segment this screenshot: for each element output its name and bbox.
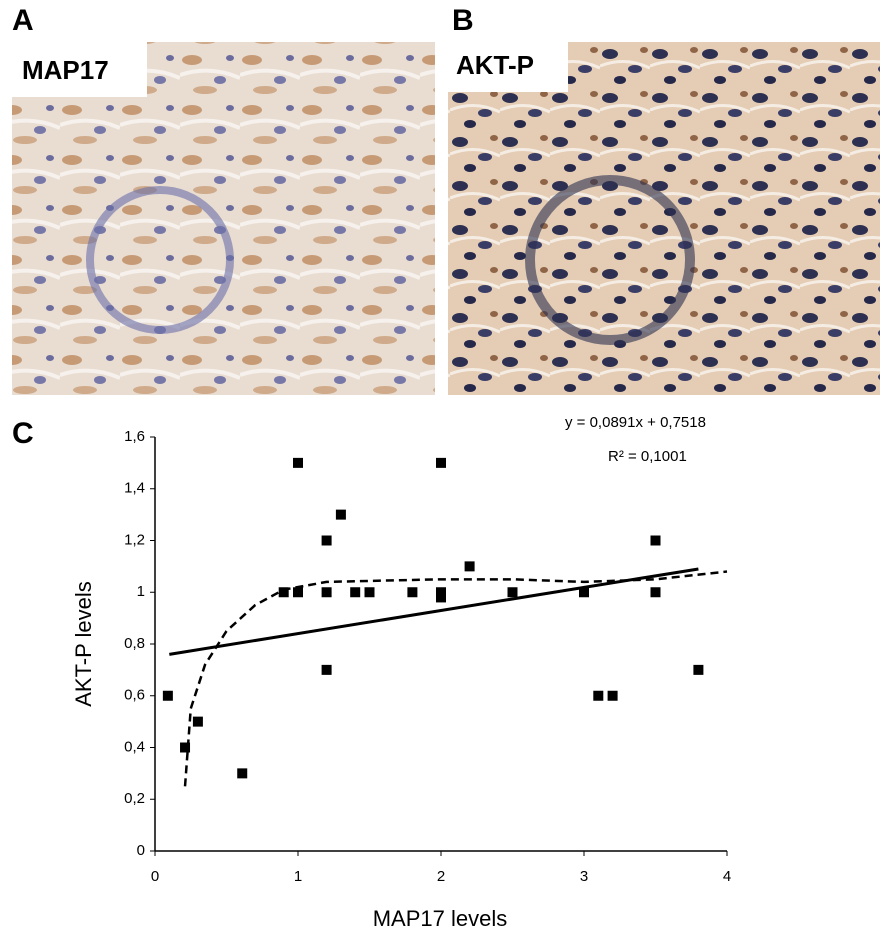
y-tick-label: 1,6 (124, 428, 145, 445)
point (350, 587, 361, 598)
point (436, 587, 446, 598)
panel-letter: C (12, 417, 34, 450)
inset-box (448, 42, 568, 92)
x-tick-label: 2 (437, 868, 445, 885)
fit-line (183, 570, 728, 787)
x-tick-label: 0 (151, 868, 159, 885)
x-axis-title: MAP17 levels (373, 906, 508, 931)
y-tick-label: 0,8 (124, 635, 145, 652)
micrograph (448, 42, 880, 395)
point (693, 664, 704, 675)
x-tick-label: 4 (723, 868, 731, 885)
r-squared: R² = 0,1001 (608, 448, 687, 465)
point (180, 742, 191, 753)
y-tick-label: 1,2 (124, 531, 145, 548)
y-tick-label: 0,6 (124, 687, 145, 704)
point (293, 457, 303, 468)
point (321, 664, 332, 675)
panel-b: AKT-P B (448, 4, 880, 395)
point (321, 587, 332, 598)
panel-letter: B (452, 4, 474, 37)
point (293, 587, 303, 598)
point (237, 768, 248, 779)
y-tick-label: 0 (137, 842, 145, 859)
point (650, 587, 661, 598)
y-tick-label: 1,4 (124, 480, 145, 497)
point (321, 535, 332, 546)
y-tick-label: 0,4 (124, 738, 145, 755)
panel-a: MAP17 A (12, 4, 435, 395)
point (436, 592, 446, 603)
point (162, 690, 173, 701)
point (407, 587, 418, 598)
y-tick-label: 0,2 (124, 790, 145, 807)
panel-letter: A (12, 4, 34, 37)
point (607, 690, 618, 701)
point (464, 561, 475, 572)
point (579, 587, 589, 598)
micrograph-detail (86, 186, 234, 334)
inset-box (12, 42, 147, 97)
y-tick-label: 1 (137, 583, 145, 600)
x-tick-label: 1 (294, 868, 302, 885)
point (507, 587, 518, 598)
inset-label: AKT-P (456, 50, 534, 80)
fit-line (169, 567, 699, 656)
point (192, 716, 203, 727)
fit-equation: y = 0,0891x + 0,7518 (565, 414, 706, 431)
x-tick-label: 3 (580, 868, 588, 885)
micrograph-detail (525, 175, 695, 345)
y-axis-title: AKT-P levels (71, 581, 96, 707)
point (436, 457, 446, 468)
micrograph (12, 42, 435, 395)
point (335, 509, 346, 520)
inset-label: MAP17 (22, 55, 109, 85)
point (278, 587, 289, 598)
point (364, 587, 375, 598)
point (650, 535, 661, 546)
point (593, 690, 604, 701)
